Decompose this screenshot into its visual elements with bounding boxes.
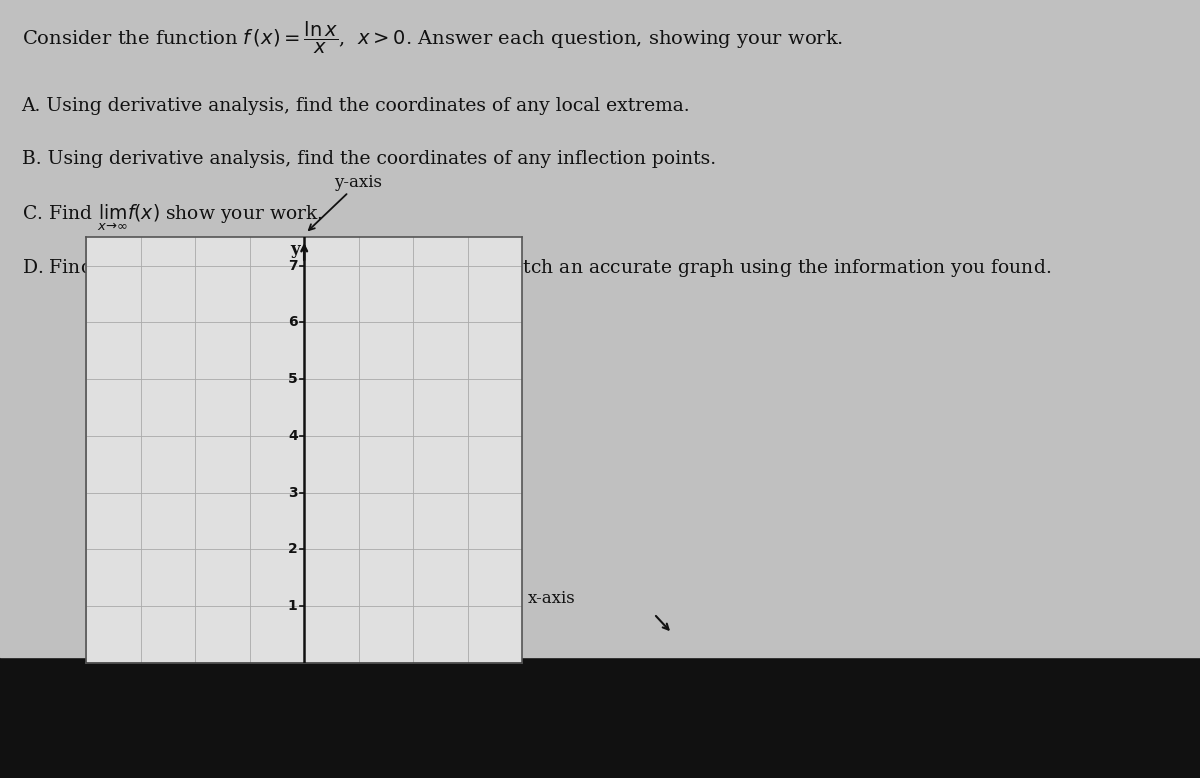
Text: 4: 4 [288, 429, 298, 443]
Text: 2: 2 [288, 542, 298, 556]
Text: C. Find $\lim_{x\to\infty} f(x)$ show your work.: C. Find $\lim_{x\to\infty} f(x)$ show yo… [22, 203, 323, 233]
Text: 5: 5 [288, 372, 298, 386]
Text: 6: 6 [288, 315, 298, 329]
Bar [0, 657, 1200, 778]
Text: A. Using derivative analysis, find the coordinates of any local extrema.: A. Using derivative analysis, find the c… [22, 97, 690, 115]
Text: y: y [290, 241, 300, 258]
Text: B. Using derivative analysis, find the coordinates of any inflection points.: B. Using derivative analysis, find the c… [22, 150, 715, 168]
Text: y-axis: y-axis [335, 173, 383, 191]
Bar [0, 0, 1200, 657]
Text: 1: 1 [288, 599, 298, 613]
Text: x-axis: x-axis [528, 590, 576, 607]
Text: Consider the function $f\,(x) = \dfrac{\ln x}{x}$,  $x > 0$. Answer each questio: Consider the function $f\,(x) = \dfrac{\… [22, 19, 842, 55]
Text: 7: 7 [288, 258, 298, 272]
Text: D. Find $f(1)$ and identify the vertical asymptote.  Sketch an accurate graph us: D. Find $f(1)$ and identify the vertical… [22, 256, 1051, 279]
Text: 3: 3 [288, 485, 298, 499]
